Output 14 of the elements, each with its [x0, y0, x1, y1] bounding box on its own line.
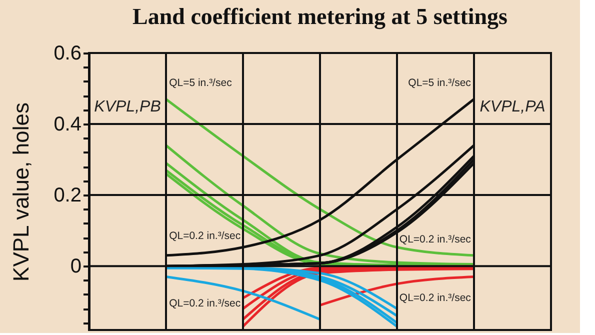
annotation: KVPL,PA — [480, 98, 546, 116]
y-axis-title: KVPL value, holes — [8, 102, 34, 282]
y-tick-label: 0 — [70, 256, 82, 278]
annotation: KVPL,PB — [94, 98, 162, 116]
annotation: QL=0.2 in.³/sec — [169, 230, 241, 242]
y-tick-label: 0.6 — [54, 42, 82, 64]
annotation: QL=0.2 in.³/sec — [399, 233, 471, 246]
annotation: QL=5 in.³/sec — [169, 77, 232, 90]
y-tick-label: 0.4 — [54, 114, 82, 136]
annotation: QL=0.2 in.³/sec — [169, 297, 241, 310]
chart-title: Land coefficient metering at 5 settings — [132, 4, 508, 30]
annotation: QL=5 in.³/sec — [408, 77, 471, 90]
annotation: QL=0.2 in.³/sec — [399, 292, 471, 304]
y-tick-label: 0.2 — [54, 184, 82, 207]
